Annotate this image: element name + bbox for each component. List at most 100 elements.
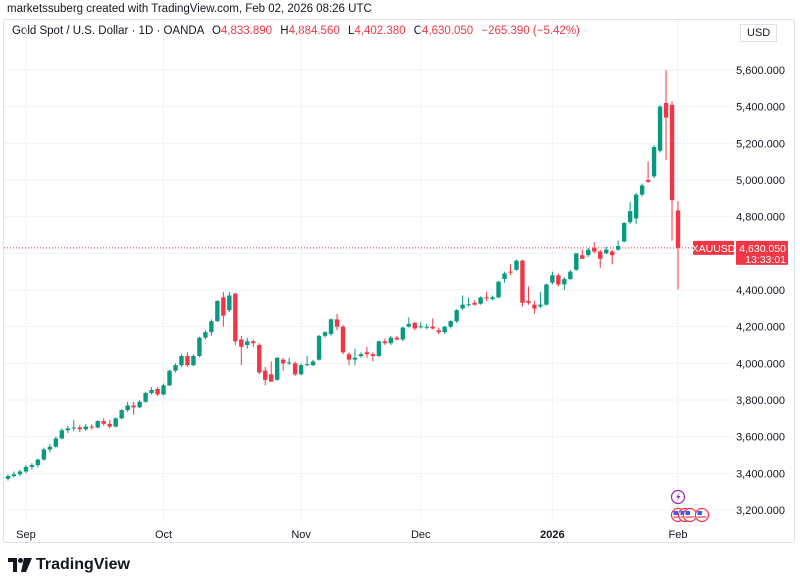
candle (334, 313, 340, 331)
candle-body (245, 341, 250, 345)
high-label: H (280, 25, 289, 37)
candle (310, 359, 316, 367)
candle-body (526, 300, 531, 303)
tradingview-logo[interactable]: TradingView (8, 556, 130, 574)
candle-body (131, 405, 136, 408)
candle-body (292, 363, 298, 375)
x-tick-label: Sep (16, 529, 36, 541)
candle-body (310, 361, 316, 366)
candle (538, 291, 543, 309)
x-tick-label: Nov (291, 529, 311, 541)
candle-body (675, 210, 681, 248)
candle (286, 357, 292, 366)
candle-body (227, 295, 232, 311)
candle-body (203, 332, 208, 338)
candle-body (633, 194, 639, 219)
candle-body (173, 365, 178, 371)
candle (364, 346, 370, 358)
candle (574, 253, 579, 271)
candle (227, 291, 232, 312)
close-label: C (413, 25, 423, 37)
candle (155, 387, 160, 397)
candle (609, 249, 615, 265)
candle (89, 424, 94, 430)
candle (370, 352, 376, 362)
x-tick-label: Feb (669, 529, 688, 541)
candle (400, 326, 406, 342)
x-tick-label: Oct (155, 529, 172, 541)
candle-body (5, 476, 11, 479)
candle (532, 300, 537, 314)
candle (83, 423, 88, 432)
candle (53, 436, 59, 448)
candle (113, 417, 118, 428)
candle (376, 340, 382, 357)
candle-body (41, 449, 47, 460)
candle-body (424, 326, 429, 328)
candle-body (125, 405, 130, 411)
y-tick-label: 3,400.000 (736, 468, 785, 480)
y-tick-label: 5,600.000 (736, 65, 785, 77)
candle (645, 161, 651, 183)
y-tick-label: 5,200.000 (736, 138, 785, 150)
candle-body (53, 438, 59, 447)
candle-body (627, 211, 633, 223)
candle (472, 300, 477, 306)
candle (520, 259, 525, 307)
candle-body (233, 293, 238, 342)
candle-body (137, 401, 142, 408)
currency-button[interactable]: USD (740, 24, 778, 42)
candle (436, 327, 441, 334)
candle-body (478, 297, 483, 304)
candle (448, 320, 453, 329)
candle-body (328, 319, 334, 334)
candle-body (430, 326, 435, 329)
candle (263, 366, 268, 386)
ohlc-legend: Gold Spot / U.S. Dollar · 1D · OANDA O4,… (12, 25, 580, 37)
candle-body (382, 341, 388, 344)
candle (382, 338, 388, 345)
candle-body (580, 255, 585, 259)
candle-body (586, 249, 591, 256)
candle-body (322, 332, 328, 336)
candle-body (562, 278, 567, 285)
candle (502, 271, 507, 283)
candle-body (95, 421, 100, 428)
candle (562, 277, 567, 290)
y-tick-label: 4,400.000 (736, 285, 785, 297)
candle (239, 335, 244, 366)
candle-body (185, 355, 190, 366)
candle (663, 70, 669, 160)
candle (418, 322, 423, 329)
candle-body (221, 297, 226, 316)
candle (598, 249, 603, 268)
x-tick-label: Dec (411, 529, 431, 541)
open-label: O (211, 25, 221, 37)
candle-body (77, 427, 82, 430)
candle (346, 352, 352, 366)
chart-frame (3, 19, 795, 543)
candle (633, 192, 639, 224)
candle-body (119, 410, 124, 419)
candle (639, 183, 645, 197)
candle-body (17, 471, 23, 475)
candle (119, 409, 124, 420)
candle (615, 240, 621, 251)
candle-body (179, 355, 184, 366)
candle-body (107, 423, 112, 427)
candle (11, 471, 17, 478)
candle-body (621, 223, 627, 242)
candle (71, 420, 77, 432)
candle (621, 222, 627, 243)
candle-body (316, 335, 322, 360)
candle (490, 295, 495, 301)
candle (514, 259, 519, 271)
candle-body (514, 260, 519, 270)
candle (221, 291, 226, 327)
candle-body (35, 459, 41, 466)
tradingview-logo-icon (8, 558, 32, 572)
candle-body (394, 337, 400, 340)
candle-body (65, 428, 71, 431)
candle-body (484, 297, 489, 299)
